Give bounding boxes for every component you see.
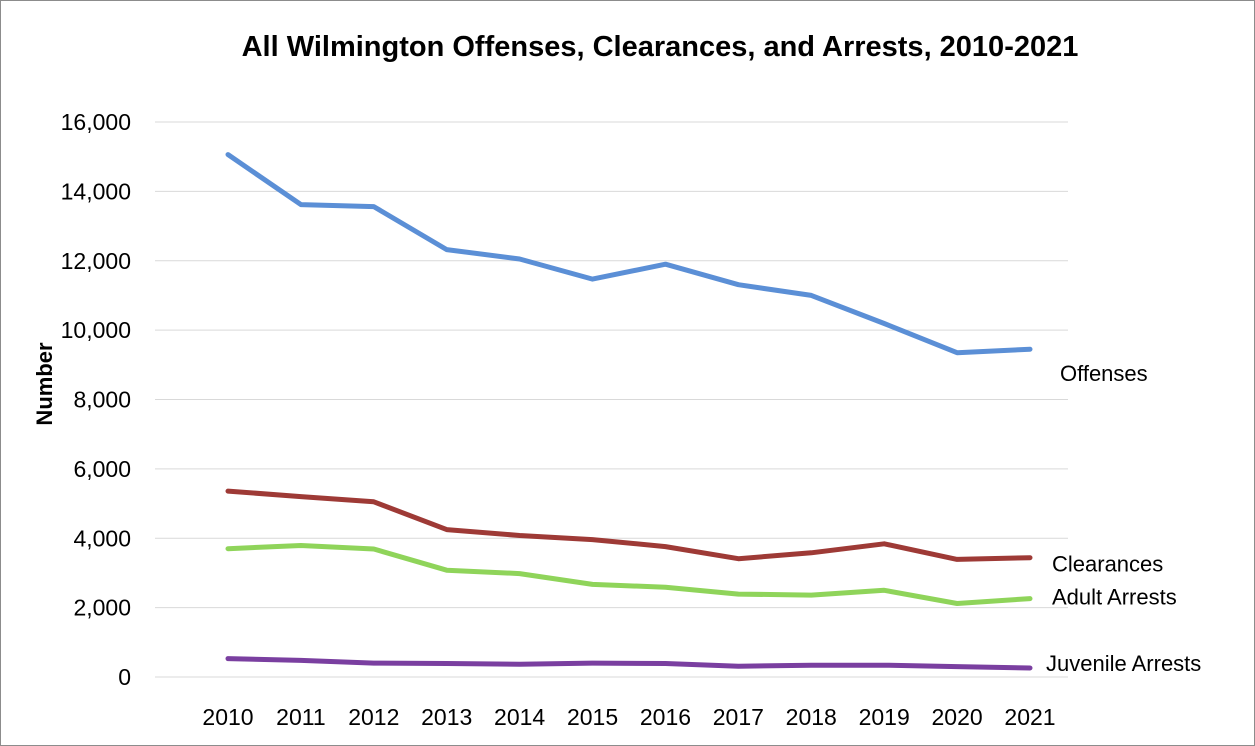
y-tick-label: 12,000 (61, 248, 131, 274)
y-tick-label: 14,000 (61, 178, 131, 204)
y-tick-label: 4,000 (73, 525, 131, 551)
x-tick-label: 2013 (421, 704, 472, 730)
series-label-offenses: Offenses (1060, 361, 1148, 386)
series-line-adult-arrests (225, 543, 1033, 606)
x-tick-label: 2021 (1004, 704, 1055, 730)
y-tick-label: 16,000 (61, 109, 131, 135)
series-lines (225, 152, 1033, 671)
y-tick-label: 6,000 (73, 456, 131, 482)
series-line-clearances (225, 488, 1033, 562)
series-label-juvenile-arrests: Juvenile Arrests (1046, 651, 1201, 676)
x-tick-label: 2020 (932, 704, 983, 730)
series-label-clearances: Clearances (1052, 552, 1163, 577)
x-axis-ticks: 2010 2011 2012 2013 2014 2015 2016 2017 2018 2019… (202, 704, 1055, 730)
x-tick-label: 2017 (713, 704, 764, 730)
x-tick-label: 2015 (567, 704, 618, 730)
chart-title: All Wilmington Offenses, Clearances, and… (242, 31, 1079, 63)
y-tick-label: 2,000 (73, 595, 131, 621)
series-line-offenses (225, 152, 1033, 356)
x-tick-label: 2014 (494, 704, 545, 730)
series-labels: Offenses Clearances Adult Arrests Juvenile … (1046, 361, 1201, 676)
x-tick-label: 2011 (276, 704, 325, 730)
gridlines (155, 121, 1068, 678)
y-tick-label: 10,000 (61, 317, 131, 343)
y-tick-label: 8,000 (73, 387, 131, 413)
x-tick-label: 2018 (786, 704, 837, 730)
y-tick-label: 0 (118, 664, 131, 690)
x-tick-label: 2012 (348, 704, 399, 730)
x-tick-label: 2016 (640, 704, 691, 730)
x-tick-label: 2019 (859, 704, 910, 730)
y-axis-label: Number (32, 342, 57, 426)
y-axis-ticks: 0 2,000 4,000 6,000 8,000 10,000 12,000 14,000 1… (61, 109, 131, 690)
series-label-adult-arrests: Adult Arrests (1052, 585, 1177, 610)
series-line-juvenile-arrests (225, 656, 1033, 671)
x-tick-label: 2010 (202, 704, 253, 730)
